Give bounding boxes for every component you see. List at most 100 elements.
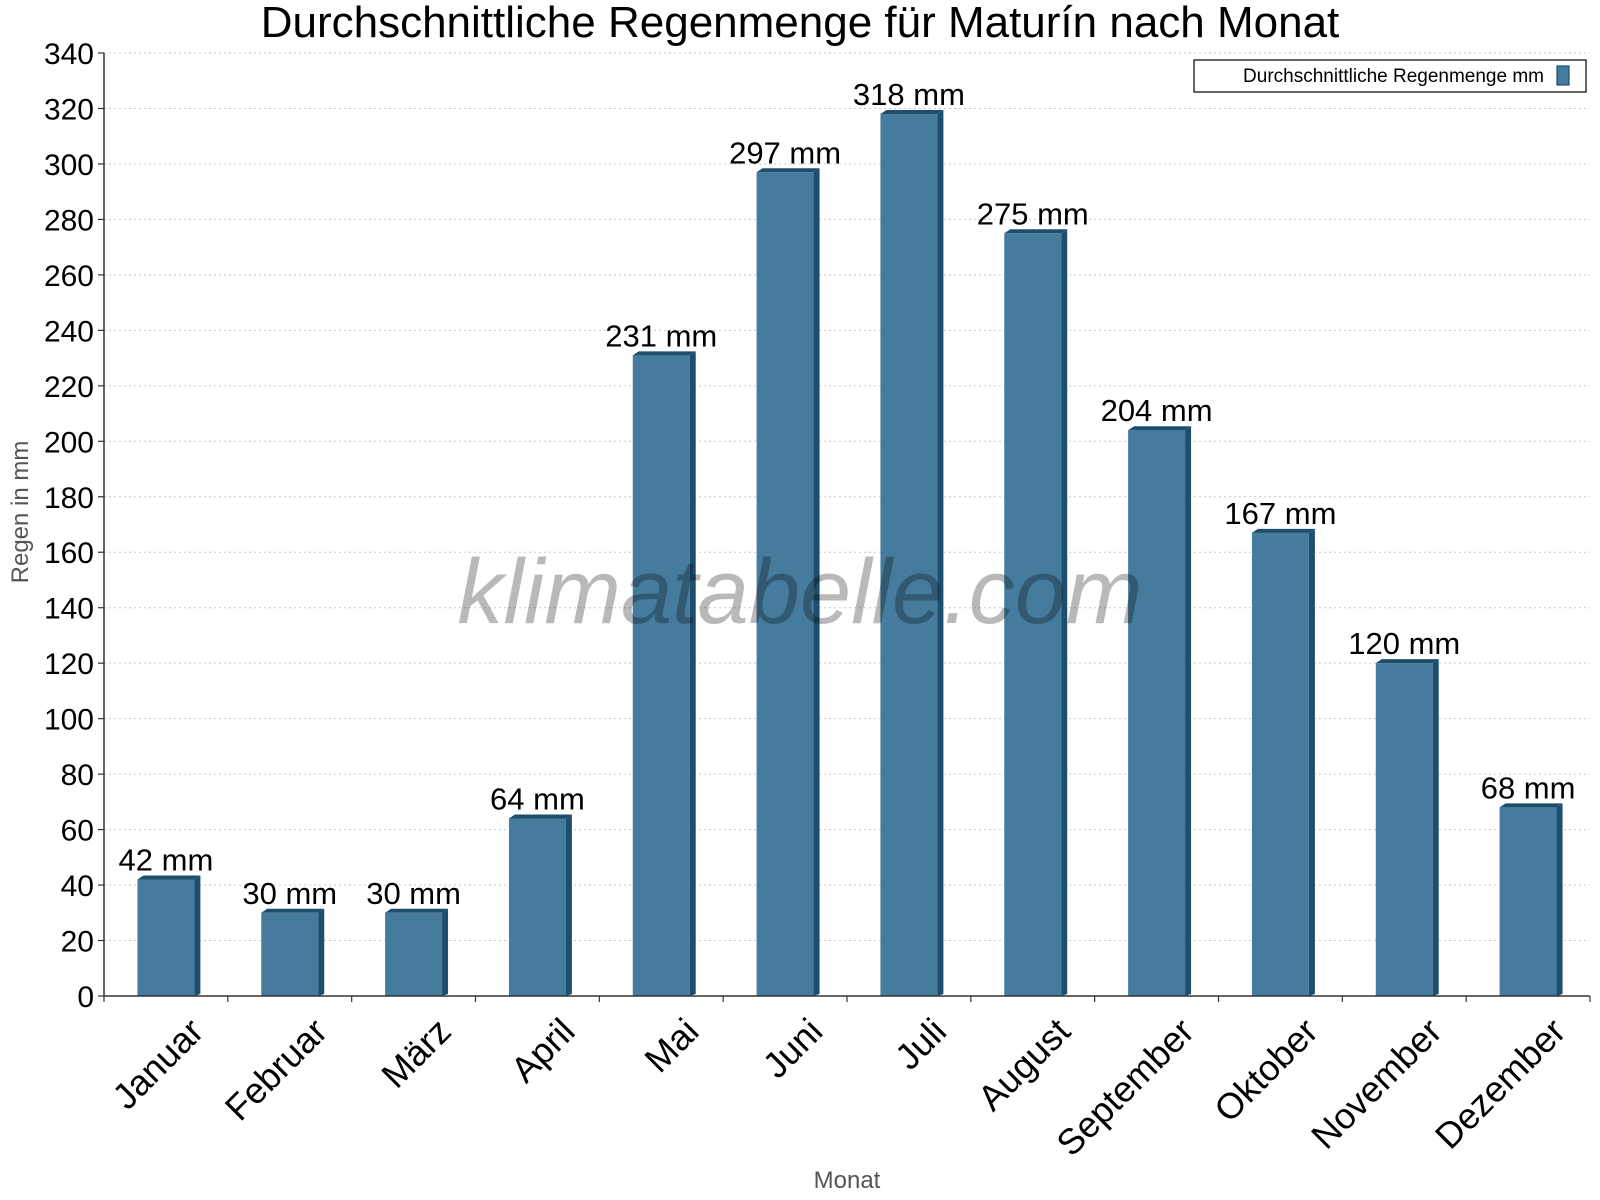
y-tick-label: 240 xyxy=(44,315,94,348)
bar xyxy=(261,912,319,996)
bar-group xyxy=(385,908,449,996)
x-tick-label: November xyxy=(1303,1010,1449,1156)
bar-group xyxy=(137,875,201,996)
bar-data-label: 68 mm xyxy=(1481,770,1576,805)
bar-top-face xyxy=(1251,528,1315,533)
bar-top-face xyxy=(1499,803,1563,808)
bar-top-face xyxy=(880,110,944,115)
y-tick-label: 120 xyxy=(44,648,94,681)
bar-data-label: 30 mm xyxy=(366,876,461,911)
y-axis-ticks: 0 20 40 60 80 100 120 140 160 180 200 220 240 260 280 3… xyxy=(44,38,104,1014)
x-axis-ticks: Januar Februar März April Mai Juni Juli AugustS… xyxy=(103,996,1591,1164)
bar xyxy=(508,818,566,996)
grid-lines xyxy=(104,52,1590,942)
bar-side-face xyxy=(1061,229,1068,996)
bar-group xyxy=(880,110,944,997)
bar-side-face xyxy=(813,168,820,996)
bar xyxy=(632,355,690,996)
bar-side-face xyxy=(1185,426,1192,996)
bar-series xyxy=(137,110,1563,997)
bar-group xyxy=(261,908,325,996)
bar-data-label: 204 mm xyxy=(1101,393,1213,428)
bar-group xyxy=(1375,659,1439,996)
y-tick-label: 200 xyxy=(44,426,94,459)
bar-top-face xyxy=(1375,659,1439,664)
bar-data-label: 297 mm xyxy=(729,135,841,170)
bar-data-label: 318 mm xyxy=(853,77,965,112)
x-tick-label: April xyxy=(503,1010,583,1090)
bar-top-face xyxy=(385,908,449,913)
bar-side-face xyxy=(318,908,325,996)
bar-group xyxy=(1499,803,1563,996)
bar-data-label: 30 mm xyxy=(242,876,337,911)
bar xyxy=(1375,663,1433,996)
bar-side-face xyxy=(937,110,944,997)
legend-label: Durchschnittliche Regenmenge mm xyxy=(1243,66,1544,87)
y-tick-label: 0 xyxy=(77,981,94,1014)
x-tick-label: Mai xyxy=(636,1010,706,1080)
y-tick-label: 340 xyxy=(44,38,94,71)
y-tick-label: 40 xyxy=(61,870,94,903)
bar-side-face xyxy=(442,908,449,996)
bar-top-face xyxy=(632,351,696,356)
bar-data-label: 167 mm xyxy=(1224,496,1336,531)
bar-group xyxy=(1251,528,1315,996)
x-axis-title: Monat xyxy=(814,1167,881,1194)
y-tick-label: 80 xyxy=(61,759,94,792)
bar-side-face xyxy=(1432,659,1439,996)
bar-data-label: 120 mm xyxy=(1348,626,1460,661)
bar xyxy=(880,114,938,997)
bar-top-face xyxy=(137,875,201,880)
bar xyxy=(756,172,814,996)
bar-top-face xyxy=(261,908,325,913)
bar-top-face xyxy=(756,168,820,173)
bar xyxy=(385,912,443,996)
bar xyxy=(1499,807,1557,996)
bar-group xyxy=(632,351,696,996)
y-tick-label: 220 xyxy=(44,371,94,404)
axes xyxy=(103,53,1590,997)
watermark-text: klimatabelle.com xyxy=(457,541,1142,643)
y-tick-label: 160 xyxy=(44,537,94,570)
bar-data-label: 42 mm xyxy=(119,843,214,878)
legend-box xyxy=(1193,59,1587,93)
chart-title: Durchschnittliche Regenmenge für Maturín… xyxy=(261,0,1340,47)
bar-side-face xyxy=(565,814,572,996)
bar-side-face xyxy=(1308,528,1315,996)
bar xyxy=(1004,233,1062,996)
bar-group xyxy=(1128,426,1192,996)
bar-top-face xyxy=(1128,426,1192,431)
bar-side-face xyxy=(1556,803,1563,996)
bar-group xyxy=(756,168,820,996)
y-tick-label: 100 xyxy=(44,704,94,737)
legend-swatch xyxy=(1556,65,1570,86)
bar xyxy=(1128,430,1186,996)
x-tick-label: Februar xyxy=(217,1010,335,1128)
bar xyxy=(1251,532,1309,996)
x-tick-label: Januar xyxy=(104,1010,211,1117)
x-tick-label: Juni xyxy=(755,1010,831,1086)
y-tick-label: 280 xyxy=(44,204,94,237)
bar-side-face xyxy=(194,875,201,996)
y-tick-label: 20 xyxy=(61,926,94,959)
y-tick-label: 140 xyxy=(44,593,94,626)
x-tick-label: August xyxy=(970,1010,1078,1118)
bar-group xyxy=(508,814,572,996)
bar-top-face xyxy=(508,814,572,819)
bar-side-face xyxy=(689,351,696,996)
bar-data-label: 231 mm xyxy=(605,318,717,353)
y-axis-title: Regen in mm xyxy=(7,441,34,584)
x-tick-label: Dezember xyxy=(1427,1010,1573,1156)
x-tick-label: Oktober xyxy=(1206,1010,1326,1130)
y-tick-label: 300 xyxy=(44,149,94,182)
y-tick-label: 60 xyxy=(61,815,94,848)
bar-data-label: 64 mm xyxy=(490,781,585,816)
y-tick-label: 180 xyxy=(44,482,94,515)
bar-top-face xyxy=(1004,229,1068,234)
legend: Durchschnittliche Regenmenge mm xyxy=(1193,59,1587,93)
x-tick-label: März xyxy=(373,1010,459,1096)
bar-data-label: 275 mm xyxy=(977,196,1089,231)
bar xyxy=(137,879,195,996)
